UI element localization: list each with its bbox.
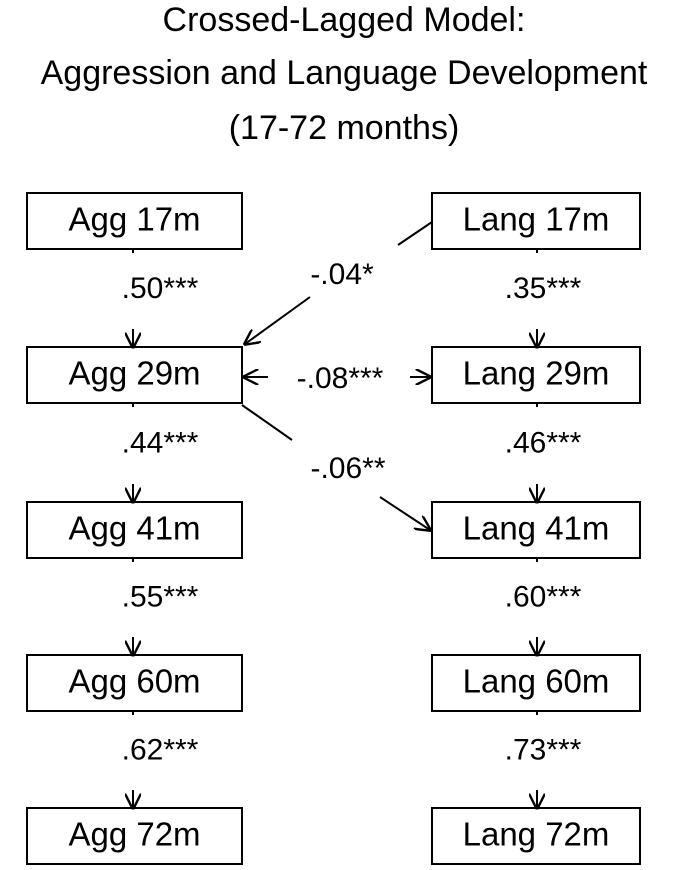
node-label: Lang 29m (463, 355, 610, 392)
edge-label: -.08*** (297, 362, 384, 395)
edge-label: .60*** (505, 580, 582, 613)
graph: Agg 17m Agg 29m Agg 41m Agg 60m Agg 72m Lang … (26, 192, 641, 865)
arrow (397, 221, 433, 246)
node-label: Agg 17m (68, 201, 200, 238)
node-label: Agg 41m (68, 510, 200, 547)
node-label: Lang 72m (463, 816, 610, 853)
edge-label: .44*** (122, 426, 199, 459)
node-box (26, 192, 243, 250)
node-box (26, 654, 243, 712)
edge-label: .73*** (505, 733, 582, 766)
edge-label: -.06** (310, 452, 385, 485)
arrow (241, 404, 293, 441)
title-line: (17-72 months) (229, 109, 460, 147)
edge-label: .50*** (122, 272, 199, 305)
edge-label: -.04* (310, 258, 374, 291)
node-box (431, 192, 641, 250)
node-label: Lang 17m (463, 201, 610, 238)
edge-label: .55*** (122, 580, 199, 613)
node-box (26, 807, 243, 865)
node-label: Lang 41m (463, 510, 610, 547)
edge-label: .46*** (505, 426, 582, 459)
arrow (245, 296, 311, 344)
node-label: Agg 72m (68, 816, 200, 853)
title-line: Aggression and Language Development (41, 54, 648, 92)
node-box (26, 346, 243, 404)
arrow (379, 496, 430, 530)
edge-label: .62*** (122, 733, 199, 766)
title-line: Crossed-Lagged Model: (163, 1, 526, 39)
edge-label: .35*** (505, 272, 582, 305)
node-label: Agg 29m (68, 355, 200, 392)
node-label: Agg 60m (68, 663, 200, 700)
node-label: Lang 60m (463, 663, 610, 700)
node-box (431, 807, 641, 865)
